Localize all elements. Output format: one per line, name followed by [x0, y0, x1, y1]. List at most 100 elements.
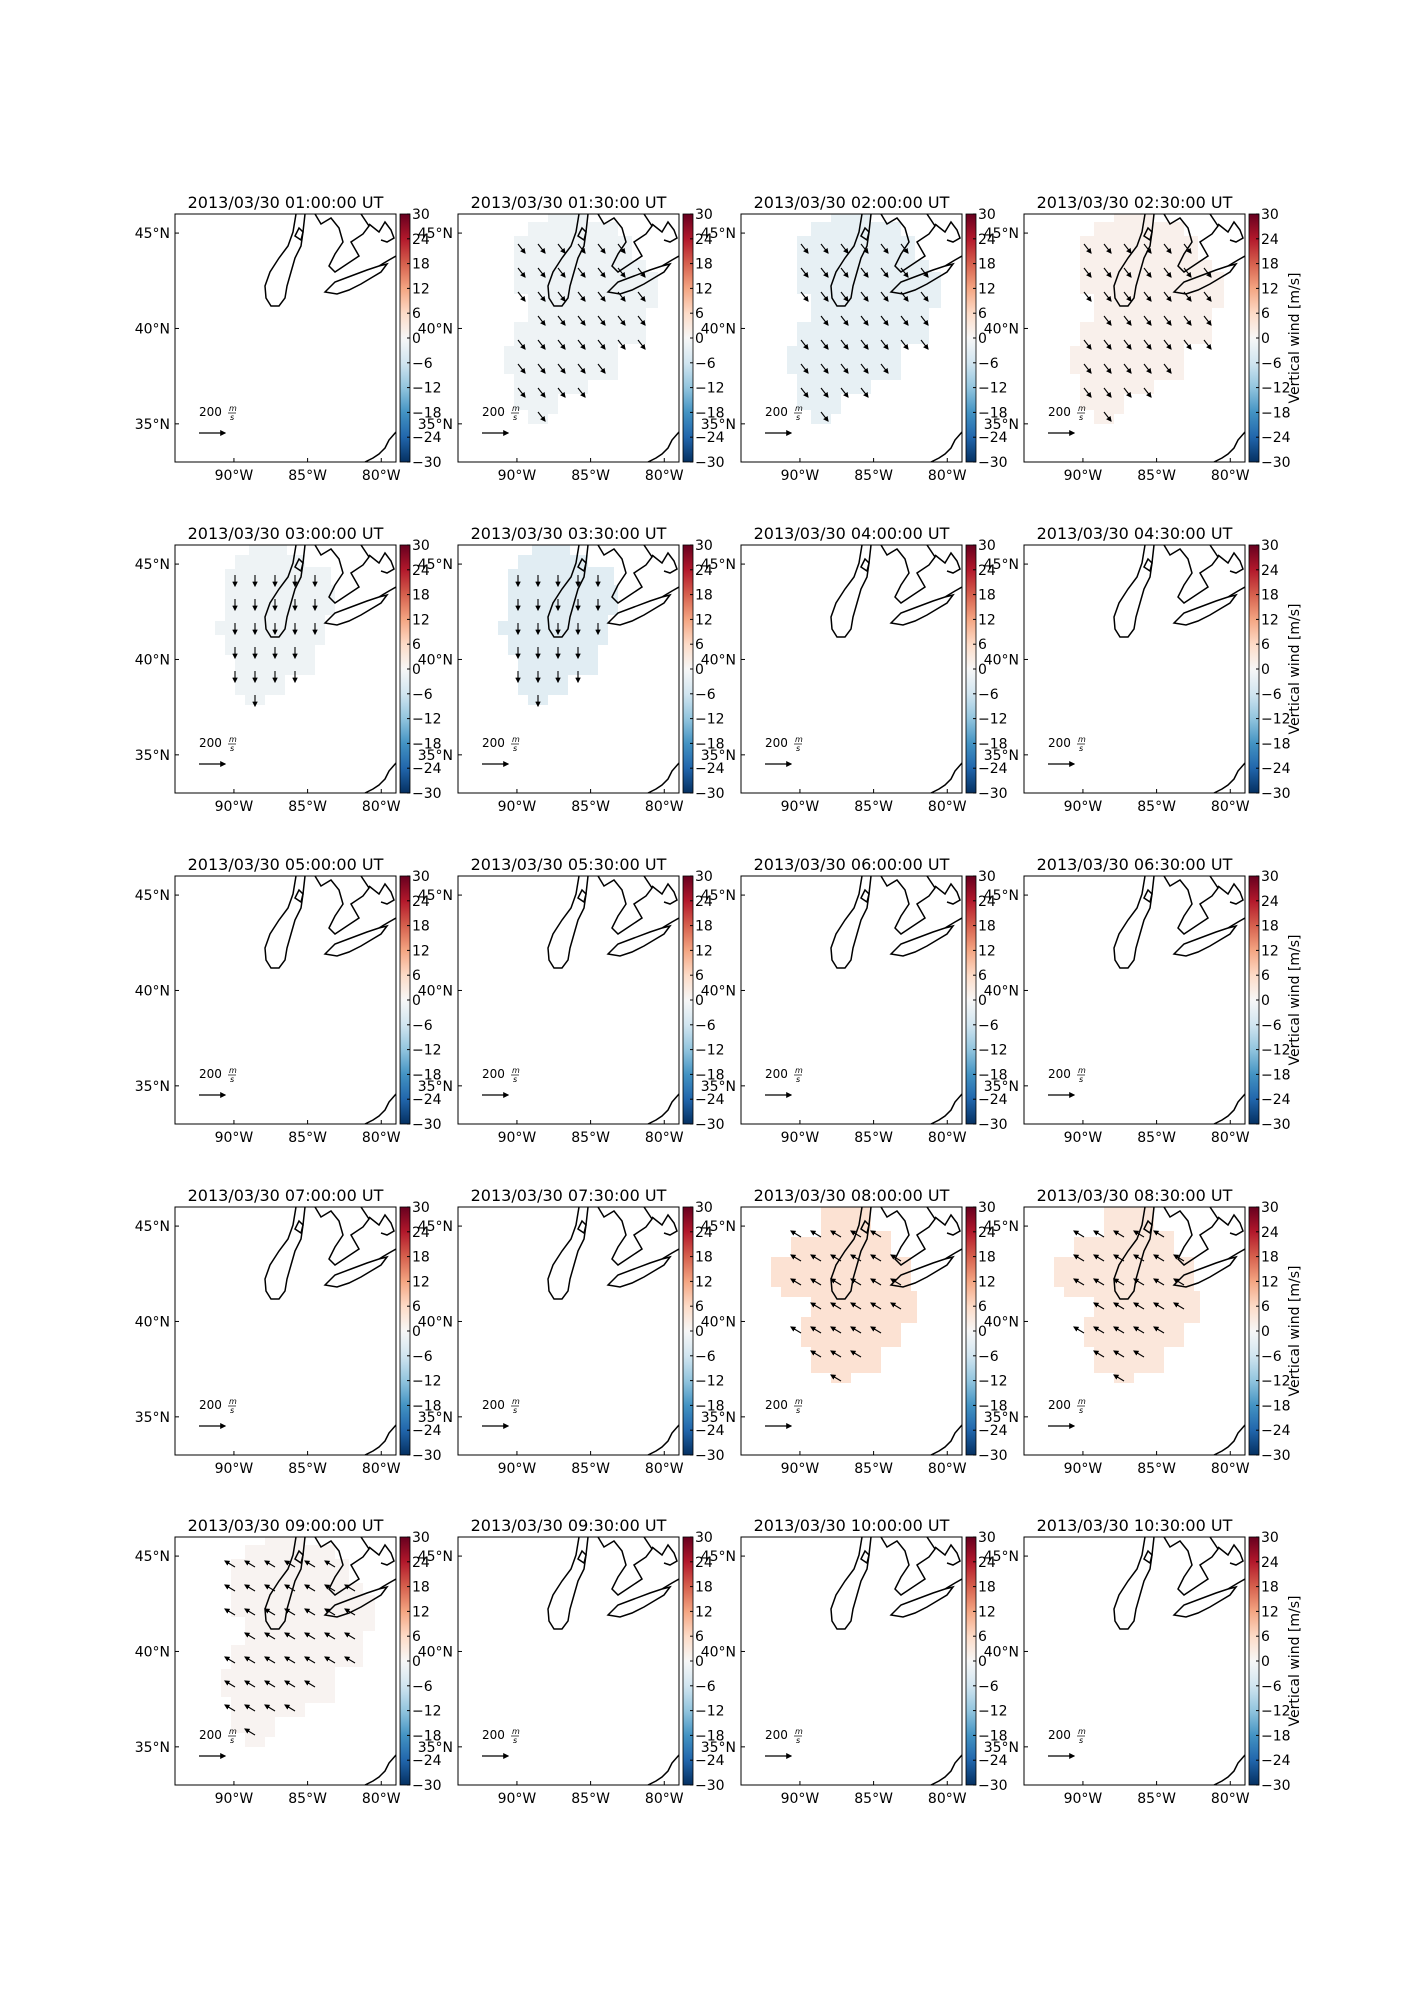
wind-vector — [1123, 339, 1132, 350]
coastline-great-lakes — [577, 214, 679, 295]
x-tick-label: 90°W — [498, 1791, 537, 1807]
wind-vector — [840, 291, 849, 302]
colorbar-tick-label: −12 — [978, 712, 1008, 728]
x-tick-label: 85°W — [1137, 799, 1176, 815]
coastline-lake-michigan — [547, 1537, 589, 1630]
wind-vector — [820, 387, 829, 398]
coastline-lake-michigan — [830, 214, 872, 307]
x-tick-label: 90°W — [781, 799, 820, 815]
wind-vector — [900, 339, 909, 350]
colorbar-tick-label: −6 — [695, 1679, 716, 1695]
panel-frame — [174, 1206, 397, 1456]
wind-vector — [1113, 1230, 1125, 1238]
y-tick-label: 40°N — [701, 321, 736, 337]
x-tick-label: 80°W — [1211, 468, 1250, 484]
coastline-atlantic — [364, 431, 396, 462]
panel-frame — [740, 1206, 963, 1456]
wind-vector — [224, 1560, 236, 1568]
quiver-key: 200 ms — [482, 404, 520, 436]
colorbar-tick-label: 30 — [695, 1530, 713, 1546]
map-area — [264, 214, 396, 462]
quiver-key-unit-num: m — [229, 735, 237, 744]
x-tick-label: 85°W — [571, 468, 610, 484]
colorbar-tick-label: −18 — [978, 405, 1008, 421]
colorbar-tick-label: 6 — [1261, 968, 1270, 984]
wind-vector — [1143, 243, 1152, 254]
colorbar-tick-label: 0 — [1261, 331, 1270, 347]
quiver-key-unit-num: m — [512, 735, 520, 744]
colorbar-tick-label: 18 — [695, 919, 713, 935]
quiver-key-unit-den: s — [796, 1736, 800, 1745]
colorbar-tick-label: −24 — [412, 1092, 442, 1108]
map-panel: 2013/03/30 05:30:00 UT 200 ms 90°W 85°W 80°W… — [418, 855, 725, 1146]
x-tick-label: 90°W — [1064, 799, 1103, 815]
quiver-key-unit-num: m — [229, 404, 237, 413]
wind-vector — [557, 243, 566, 254]
map-panel: 2013/03/30 06:00:00 UT 200 ms 90°W 85°W 80°W… — [701, 855, 1008, 1146]
colorbar-tick-label: −6 — [1261, 356, 1282, 372]
y-tick-label: 35°N — [984, 417, 1019, 433]
colorbar-tick-label: 0 — [978, 331, 987, 347]
wind-vector — [284, 1632, 296, 1640]
y-tick-label: 40°N — [135, 1644, 170, 1660]
x-tick-label: 80°W — [645, 468, 684, 484]
colorbar-tick-label: 30 — [412, 1530, 430, 1546]
x-tick-label: 90°W — [215, 1130, 254, 1146]
wind-vector — [244, 1704, 256, 1712]
colorbar-tick-label: −6 — [412, 1679, 433, 1695]
quiver-key: 200 ms — [1048, 1727, 1086, 1759]
panel-frame — [457, 1206, 680, 1456]
coastline-atlantic — [647, 762, 679, 793]
wind-vector — [1093, 1254, 1105, 1262]
wind-vector — [800, 291, 809, 302]
y-tick-label: 40°N — [418, 652, 453, 668]
colorbar-label: Vertical wind [m/s] — [1287, 604, 1303, 735]
quiver-key: 200 ms — [482, 1727, 520, 1759]
coastline-great-lakes — [577, 876, 679, 957]
map-area — [1113, 545, 1245, 793]
panel-title: 2013/03/30 05:00:00 UT — [188, 855, 384, 874]
quiver-key-unit-den: s — [1079, 413, 1083, 422]
coastline-lake-michigan — [264, 876, 306, 969]
colorbar-tick-label: −24 — [978, 1753, 1008, 1769]
wind-vector — [800, 387, 809, 398]
colorbar-tick-label: −30 — [412, 786, 442, 802]
wind-vector — [517, 363, 526, 374]
y-tick-label: 45°N — [701, 226, 736, 242]
wind-vector — [597, 315, 606, 326]
wind-vector — [1123, 291, 1132, 302]
coastline-lake-michigan — [264, 1537, 306, 1630]
x-tick-label: 80°W — [645, 799, 684, 815]
panel-title: 2013/03/30 09:00:00 UT — [188, 1516, 384, 1535]
colorbar-tick-label: −18 — [978, 1067, 1008, 1083]
wind-vector — [800, 339, 809, 350]
panel-frame — [1023, 213, 1246, 463]
wind-vector — [1083, 291, 1092, 302]
vertical-wind-field — [221, 1537, 375, 1747]
y-tick-label: 35°N — [135, 1740, 170, 1756]
colorbar-tick-label: 0 — [695, 662, 704, 678]
coastline-atlantic — [364, 762, 396, 793]
quiver-key-unit-num: m — [229, 1066, 237, 1075]
y-tick-label: 35°N — [135, 417, 170, 433]
wind-vector — [577, 291, 586, 302]
wind-vector — [264, 1608, 276, 1616]
x-tick-label: 80°W — [1211, 799, 1250, 815]
panel-frame — [174, 875, 397, 1125]
colorbar-tick-label: 18 — [978, 919, 996, 935]
y-tick-label: 40°N — [701, 652, 736, 668]
colorbar-tick-label: −12 — [695, 381, 725, 397]
colorbar-tick-label: 18 — [412, 257, 430, 273]
colorbar-tick-label: 12 — [412, 612, 430, 628]
quiver-key-label: 200 — [199, 736, 222, 750]
colorbar-tick-label: −12 — [412, 381, 442, 397]
colorbar-tick-label: −18 — [412, 1067, 442, 1083]
panel-title: 2013/03/30 06:30:00 UT — [1037, 855, 1233, 874]
wind-vector — [790, 1326, 802, 1334]
map-panel: 2013/03/30 07:00:00 UT 200 ms 90°W 85°W 80°W… — [135, 1186, 442, 1477]
panel-title: 2013/03/30 05:30:00 UT — [471, 855, 667, 874]
panel-frame — [457, 1536, 680, 1786]
coastline-atlantic — [647, 1424, 679, 1455]
wind-vector — [597, 243, 606, 254]
y-tick-label: 40°N — [418, 321, 453, 337]
